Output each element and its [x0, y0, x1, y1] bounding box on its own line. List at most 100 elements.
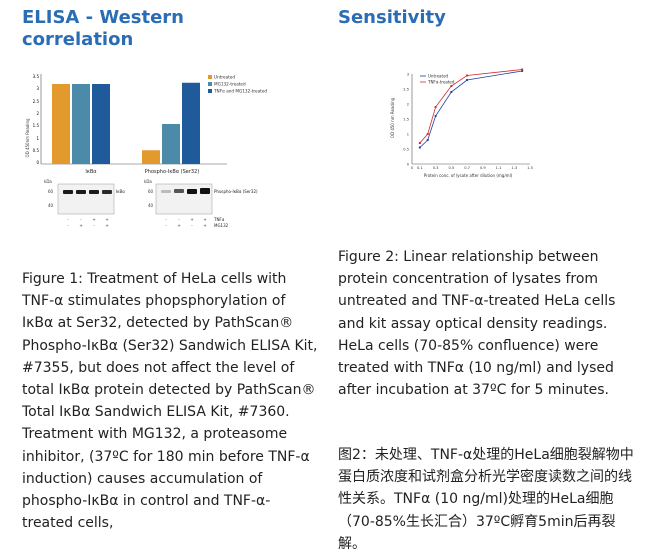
elisa-legend: Untreated MG132-treated TNFα and MG132-t… — [208, 75, 267, 94]
blot-band — [187, 189, 197, 194]
legend-label-tnf: TNFα and MG132-treated — [213, 89, 267, 94]
figure2-caption: Figure 2: Linear relationship between pr… — [338, 249, 616, 399]
sens-ytick: 0.5 — [403, 147, 409, 151]
blot-band — [174, 189, 184, 193]
elisa-ytick: 1.5 — [33, 123, 40, 128]
legend-swatch-tnf — [208, 89, 212, 93]
bar-total-mg132 — [72, 84, 90, 164]
svg-text:-: - — [67, 223, 69, 228]
sens-ytick: 1 — [407, 132, 409, 136]
sensitivity-title: Sensitivity — [338, 7, 446, 28]
data-point — [465, 78, 469, 82]
bar-total-tnf — [92, 84, 110, 164]
blot-panel — [57, 183, 115, 215]
group-label-phospho: Phospho-IκBα (Ser32) — [145, 169, 200, 175]
data-point — [434, 106, 437, 108]
svg-text:-: - — [191, 223, 193, 228]
elisa-ytick: 0 — [36, 160, 39, 165]
sensitivity-chart: OD 450 nm Reading Protein conc. of lysat… — [390, 68, 533, 178]
group-label-total: IκBα — [85, 169, 97, 175]
data-point — [450, 85, 453, 87]
western-blot-phospho: kDa 60 40 Phospho-IκBα (Ser32) TNFα MG13… — [144, 179, 258, 228]
sens-ylabel: OD 450 nm Reading — [390, 97, 395, 138]
sens-xtick: 0.9 — [480, 166, 486, 170]
blot-label-phospho: Phospho-IκBα (Ser32) — [214, 189, 258, 194]
svg-text:+: + — [105, 223, 108, 228]
treat-row-tnf: TNFα — [213, 217, 225, 222]
blot-band — [89, 190, 99, 194]
sens-ticks: 0 0.1 0.3 0.5 0.7 0.9 1.1 1.3 1.532.521.510.50 — [403, 72, 533, 170]
elisa-ytick: 3 — [36, 86, 39, 91]
svg-text:-: - — [80, 217, 82, 222]
svg-text:+: + — [92, 217, 95, 222]
bar-total-untreated — [52, 84, 70, 164]
treat-row-mg132: MG132 — [214, 223, 229, 228]
series-line-untreated — [419, 70, 523, 148]
svg-text:+: + — [177, 223, 180, 228]
elisa-ylabel: OD 450nm Reading — [25, 118, 30, 158]
treatment-signs: - - + + - + - + - - + + - + - + — [67, 217, 206, 228]
legend-swatch-mg132 — [208, 82, 212, 86]
sens-ytick: 3 — [407, 72, 409, 76]
data-point — [426, 138, 429, 142]
figure2-caption-chinese: 图2：未处理、TNF-α处理的HeLa细胞裂解物中蛋白质浓度和试剂盒分析光学密度… — [338, 447, 634, 552]
sens-xtick: 0.3 — [433, 166, 439, 170]
blot-marker-40: 40 — [48, 203, 54, 208]
figure1-title: ELISA - Western correlation — [22, 7, 184, 50]
blot-band — [200, 188, 210, 194]
blot-band — [102, 190, 112, 194]
blot-label-total: IκBα — [116, 189, 125, 194]
bar-phospho-untreated — [142, 150, 160, 164]
blot-marker-40: 40 — [148, 203, 154, 208]
svg-text:-: - — [178, 217, 180, 222]
legend-swatch-untreated — [208, 75, 212, 79]
svg-text:+: + — [203, 223, 206, 228]
elisa-ytick: 0.5 — [33, 148, 40, 153]
svg-text:+: + — [105, 217, 108, 222]
data-point — [426, 133, 429, 135]
sens-xlabel: Protein conc. of lysate after dilution (… — [424, 173, 513, 178]
svg-text:+: + — [190, 217, 193, 222]
sens-xtick: 0.1 — [417, 166, 423, 170]
bar-phospho-tnf — [182, 82, 200, 164]
legend-label-tnf: TNFα-treated — [427, 80, 455, 85]
legend-label-untreated: Untreated — [214, 75, 235, 80]
blot-band — [63, 190, 73, 194]
sens-xtick: 0.5 — [448, 166, 454, 170]
bar-phospho-mg132 — [162, 124, 180, 164]
blot-marker-60: 60 — [48, 189, 54, 194]
data-point — [521, 68, 524, 71]
sens-xtick: 0.7 — [464, 166, 470, 170]
sens-xtick: 1.1 — [496, 166, 502, 170]
data-point — [466, 74, 469, 77]
data-point — [418, 146, 421, 149]
elisa-ytick: 2 — [36, 111, 39, 116]
svg-text:+: + — [79, 223, 82, 228]
elisa-western-figure: OD 450nm Reading 3.5 3 2.5 2 1.5 1 0.5 0… — [25, 74, 267, 228]
sens-xtick: 0 — [411, 166, 414, 170]
sens-legend: Untreated TNFα-treated — [420, 74, 455, 85]
svg-text:+: + — [203, 217, 206, 222]
sens-ytick: 1.5 — [403, 117, 409, 121]
svg-text:-: - — [165, 217, 167, 222]
sens-ytick: 2 — [407, 102, 409, 106]
sens-ytick: 0 — [407, 162, 410, 166]
data-point — [434, 114, 437, 118]
blot-kda-label: kDa — [44, 179, 52, 184]
svg-text:-: - — [165, 223, 167, 228]
data-point — [450, 90, 453, 94]
blot-band — [161, 190, 171, 193]
sens-series — [418, 68, 524, 149]
sens-xtick: 1.5 — [527, 166, 533, 170]
elisa-ytick: 2.5 — [33, 99, 40, 104]
figure1-caption: Figure 1: Treatment of HeLa cells with T… — [22, 271, 318, 532]
series-line-tnf — [419, 69, 523, 144]
svg-text:-: - — [93, 223, 95, 228]
blot-band — [76, 190, 86, 194]
blot-marker-60: 60 — [148, 189, 154, 194]
elisa-bars — [52, 82, 200, 164]
elisa-ytick: 3.5 — [33, 74, 40, 79]
svg-text:-: - — [67, 217, 69, 222]
sens-ytick: 2.5 — [403, 87, 409, 91]
data-point — [418, 142, 421, 144]
